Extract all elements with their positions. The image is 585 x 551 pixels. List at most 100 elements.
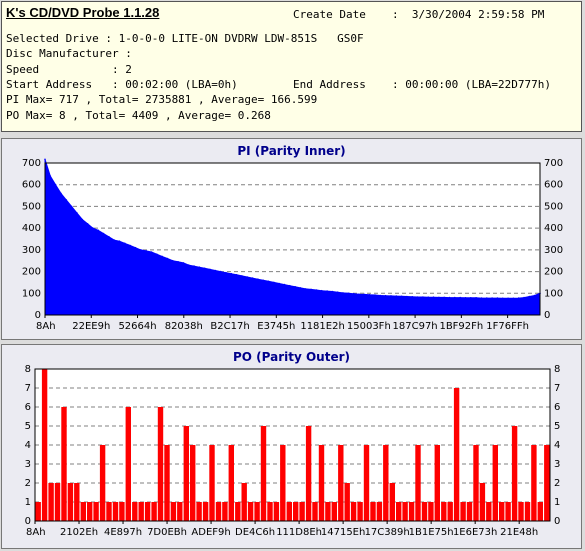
po-bar: [286, 502, 292, 521]
po-xtick-label: 2102Eh: [60, 527, 98, 538]
pi-xtick-label: 15003Fh: [347, 321, 391, 332]
po-xtick-label: 14715Eh: [321, 527, 365, 538]
po-bar: [293, 502, 299, 521]
po-bar: [280, 445, 286, 521]
pi-point: [352, 292, 355, 295]
po-ytick-right: 4: [554, 440, 560, 451]
pi-point: [251, 277, 254, 279]
pi-point: [486, 297, 488, 299]
po-bar: [524, 502, 531, 521]
pi-point: [336, 291, 339, 293]
pi-ytick-right: 300: [544, 245, 563, 256]
po-bar: [505, 502, 511, 521]
pi-xtick-label: 1181E2h: [300, 321, 344, 332]
pi-ytick-left: 0: [35, 310, 41, 321]
pi-point: [267, 280, 270, 283]
po-bar: [331, 502, 337, 521]
po-bar: [164, 445, 170, 521]
po-bar: [260, 426, 267, 521]
po-bar: [344, 483, 350, 521]
pi-xtick-label: 1BF92Fh: [439, 321, 483, 332]
pi-point: [331, 290, 334, 293]
pi-ytick-right: 600: [544, 180, 563, 191]
po-bar: [486, 502, 492, 521]
create-date-label: Create Date: [293, 8, 366, 21]
pi-point: [310, 288, 312, 291]
pi-xtick-label: 22EE9h: [72, 321, 110, 332]
po-bar: [376, 502, 383, 521]
pi-ytick-left: 300: [22, 245, 41, 256]
po-bar: [151, 502, 157, 521]
po-ytick-right: 1: [554, 497, 560, 508]
pi-point: [182, 262, 185, 264]
po-bar: [460, 502, 466, 521]
pi-point: [92, 227, 94, 229]
pi-point: [283, 283, 286, 286]
pi-point: [438, 296, 440, 299]
po-bar: [196, 502, 202, 521]
po-bar: [138, 502, 144, 521]
pi-point: [289, 284, 291, 287]
pi-point: [203, 267, 206, 270]
po-bar: [247, 502, 254, 521]
po-bar: [273, 502, 280, 521]
pi-point: [156, 253, 158, 255]
po-bar: [453, 388, 460, 521]
po-bar: [434, 445, 440, 521]
po-bar: [209, 445, 215, 521]
pi-point: [411, 296, 414, 298]
pi-point: [262, 279, 265, 282]
pi-point: [209, 268, 211, 271]
po-bar: [41, 369, 48, 521]
po-chart-title: PO (Parity Outer): [232, 350, 351, 364]
pi-point: [374, 294, 376, 296]
po-ytick-right: 2: [554, 478, 560, 489]
pi-summary-line: PI Max= 717 , Total= 2735881 , Average= …: [6, 93, 318, 106]
po-chart-panel: PO (Parity Outer) 0 0 1 1 2 2 3 3 4 4 5 5 6 6 7 7 8 8 8Ah 2…: [1, 344, 582, 549]
po-bar: [61, 407, 67, 521]
pi-point: [432, 296, 435, 298]
pi-point: [496, 297, 499, 299]
po-bar: [93, 502, 99, 521]
pi-point: [187, 264, 190, 266]
pi-point: [342, 292, 344, 294]
po-bar: [177, 502, 183, 521]
pi-ytick-left: 200: [22, 267, 41, 278]
po-bar: [125, 407, 131, 521]
app-title: K's CD/DVD Probe 1.1.28: [6, 5, 160, 20]
po-ytick-right: 7: [554, 383, 560, 394]
po-bar: [531, 445, 537, 521]
pi-point: [65, 199, 68, 201]
disc-manufacturer-line: Disc Manufacturer :: [6, 47, 132, 60]
pi-point: [134, 246, 137, 249]
pi-point: [454, 296, 456, 299]
po-ytick-right: 5: [554, 421, 560, 432]
pi-point: [278, 282, 281, 285]
po-bar: [54, 483, 61, 521]
pi-xtick-label: 52664h: [118, 321, 156, 332]
po-bar: [254, 502, 260, 521]
po-bar: [87, 502, 93, 521]
po-xtick-label: 17C389h: [365, 527, 410, 538]
po-bar: [144, 502, 151, 521]
po-bar: [383, 445, 389, 521]
pi-point: [230, 272, 233, 275]
po-bar: [338, 445, 344, 521]
pi-point: [235, 274, 238, 276]
pi-point: [150, 251, 153, 253]
po-chart: 0 0 1 1 2 2 3 3 4 4 5 5 6 6 7 7 8 8 8Ah 2102Eh 4E897h 7D0EBh A…: [25, 364, 561, 538]
po-plot-border: [34, 368, 551, 522]
po-xtick-label: 1B1E75h: [409, 527, 454, 538]
pi-point: [60, 192, 62, 195]
pi-point: [363, 293, 366, 296]
pi-point: [400, 295, 403, 298]
po-ytick-left: 8: [25, 364, 31, 375]
po-bar: [235, 502, 241, 521]
create-date-value: : 3/30/2004 2:59:58 PM: [392, 8, 545, 21]
pi-point: [512, 297, 515, 300]
po-ytick-left: 6: [25, 402, 31, 413]
pi-chart-title: PI (Parity Inner): [237, 144, 346, 158]
pi-point: [257, 278, 259, 280]
pi-point: [358, 293, 360, 295]
pi-ytick-right: 400: [544, 223, 563, 234]
